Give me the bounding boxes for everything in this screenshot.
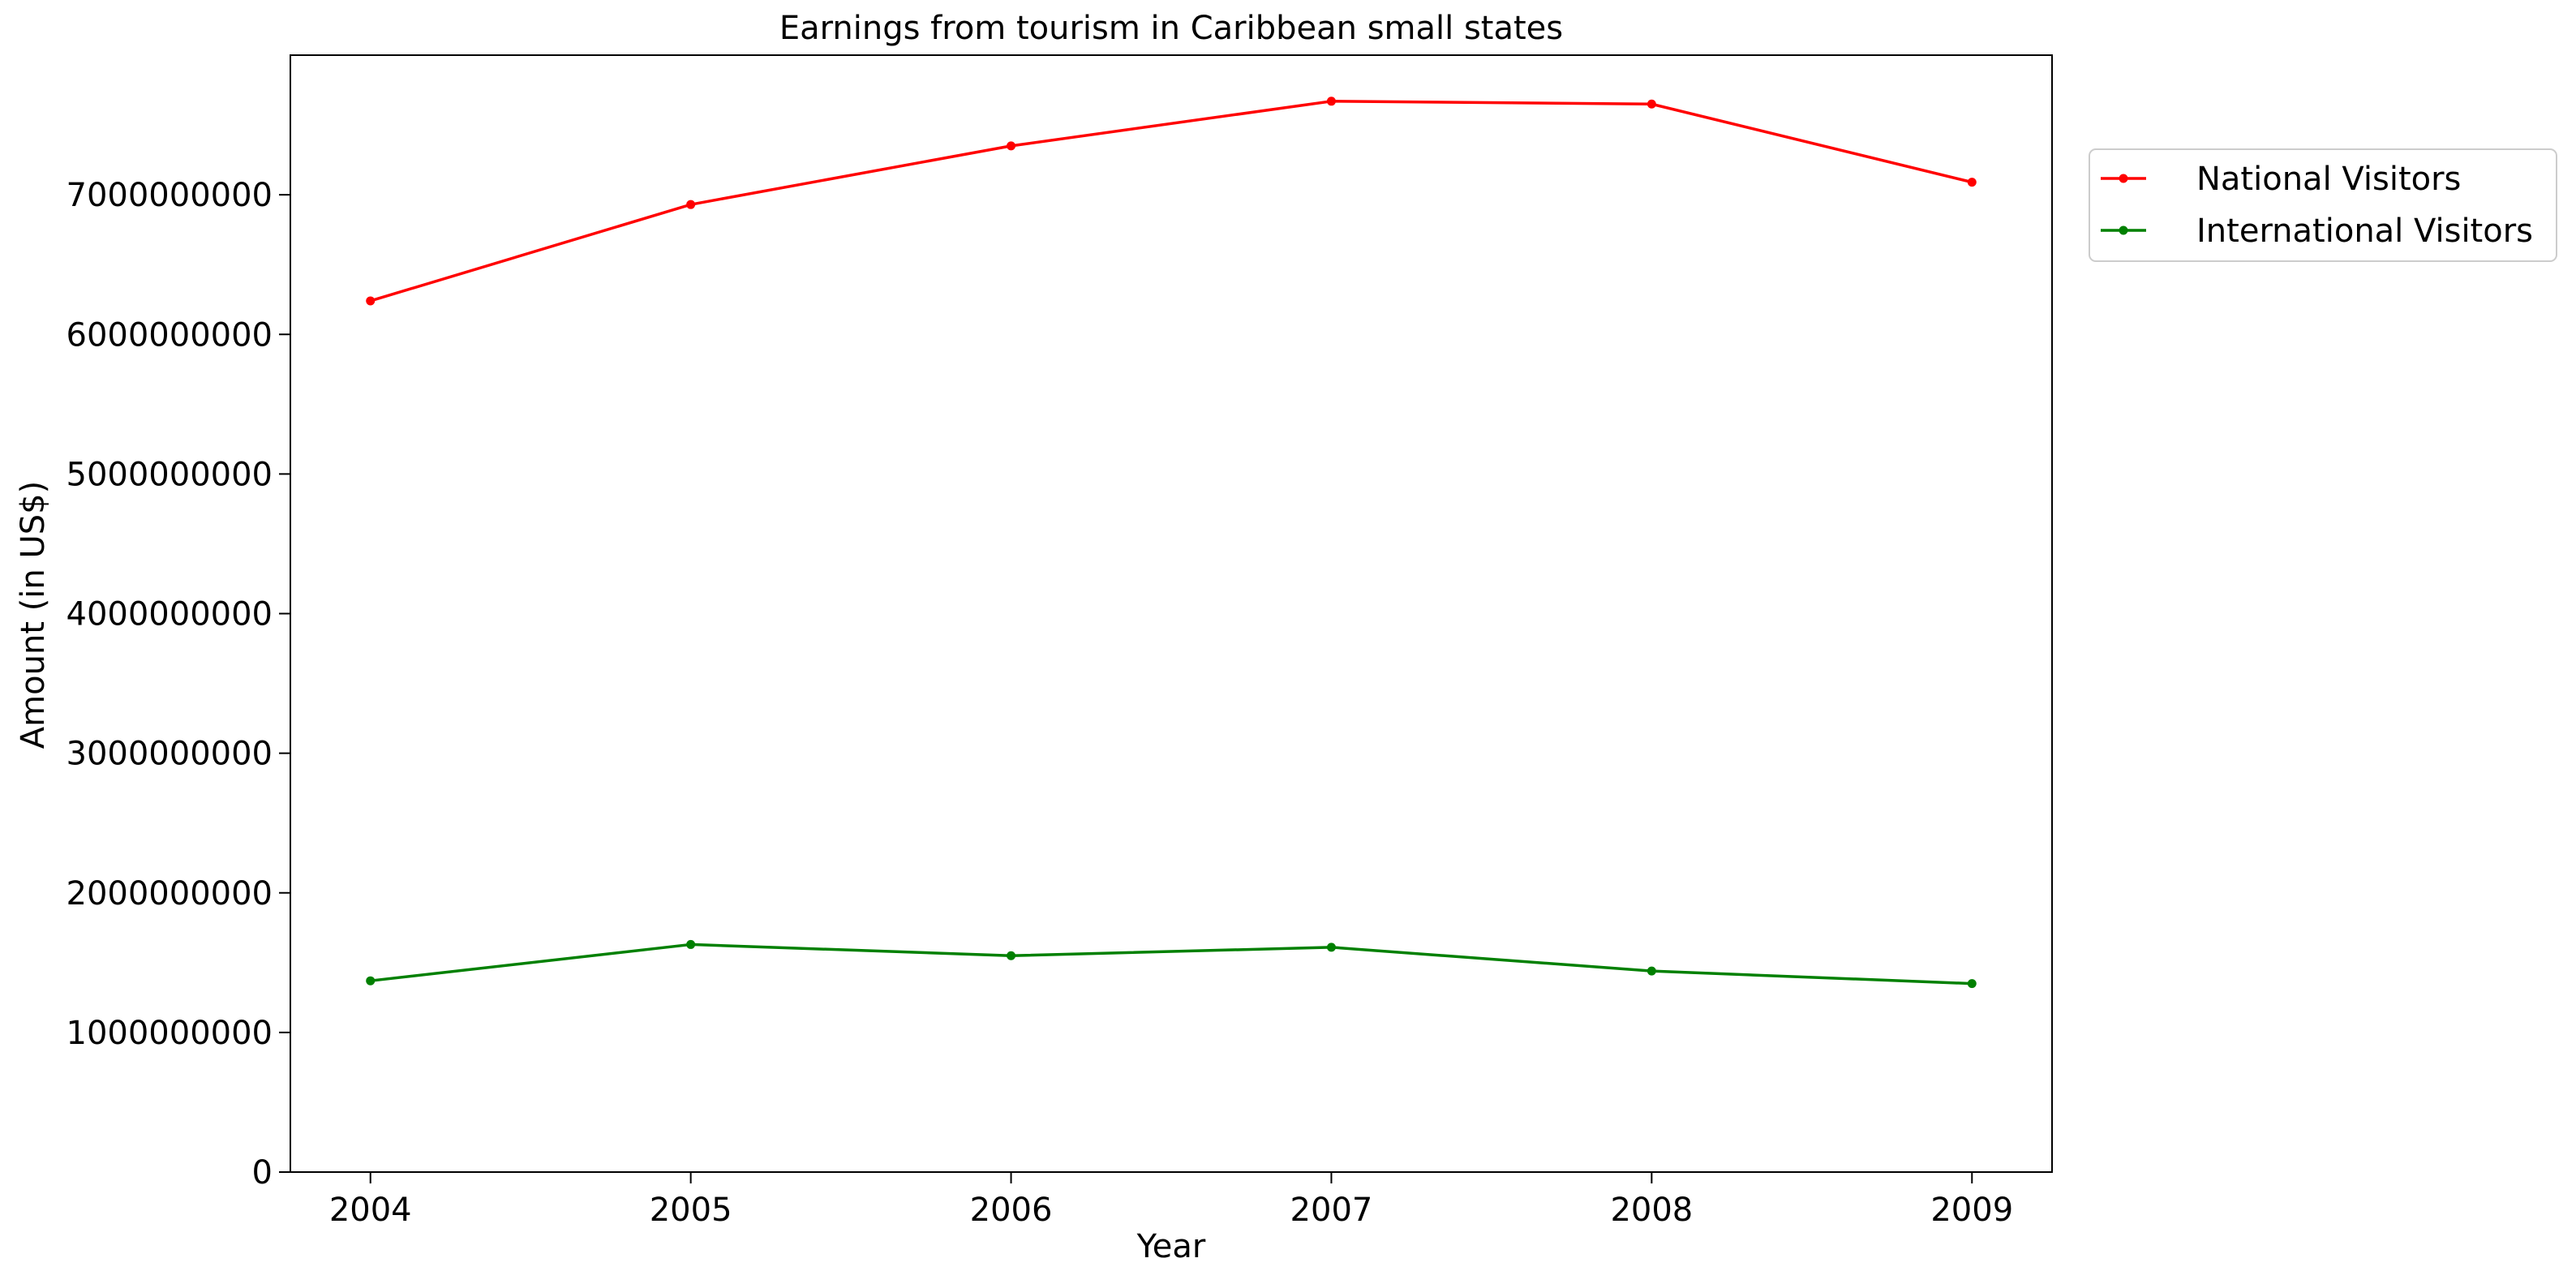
series-line-international-visitors: [370, 943, 1973, 986]
data-point-international-visitors: [1967, 979, 1977, 989]
data-point-national-visitors: [366, 296, 376, 306]
legend-marker-national-visitors: [2119, 174, 2128, 183]
y-axis-label: Amount (in US$): [15, 481, 52, 749]
data-point-national-visitors: [1326, 97, 1336, 106]
x-tick-label: 2004: [329, 1192, 412, 1229]
y-tick-label: 4000000000: [67, 596, 273, 633]
y-tick-label: 5000000000: [67, 456, 273, 493]
x-tick-label: 2006: [970, 1192, 1053, 1229]
legend-marker-international-visitors: [2119, 225, 2128, 235]
data-point-national-visitors: [1646, 99, 1656, 109]
data-point-national-visitors: [686, 200, 696, 209]
data-point-international-visitors: [686, 939, 696, 949]
series-line-national-visitors: [370, 100, 1973, 303]
data-point-international-visitors: [1007, 951, 1016, 960]
y-tick-label: 3000000000: [67, 736, 273, 773]
x-tick-label: 2009: [1930, 1192, 2013, 1229]
y-tick-label: 0: [252, 1154, 273, 1192]
y-tick-label: 7000000000: [67, 177, 273, 214]
data-point-national-visitors: [1967, 178, 1977, 187]
x-tick-label: 2008: [1610, 1192, 1693, 1229]
data-point-international-visitors: [366, 976, 376, 986]
legend-box: [2089, 148, 2557, 262]
plot-area: [366, 97, 1977, 989]
chart-title: Earnings from tourism in Caribbean small…: [779, 10, 1563, 47]
x-axis-label: Year: [1136, 1228, 1206, 1265]
legend-label-international-visitors: International Visitors: [2196, 213, 2533, 250]
legend-label-national-visitors: National Visitors: [2196, 161, 2461, 198]
x-tick-label: 2007: [1290, 1192, 1373, 1229]
legend: National Visitors International Visitors: [2089, 148, 2557, 262]
y-tick-label: 1000000000: [67, 1015, 273, 1052]
y-tick-label: 2000000000: [67, 875, 273, 913]
x-tick-label: 2005: [650, 1192, 732, 1229]
data-point-national-visitors: [1007, 141, 1016, 151]
data-point-international-visitors: [1646, 966, 1656, 976]
data-point-international-visitors: [1326, 943, 1336, 952]
y-tick-label: 6000000000: [67, 316, 273, 354]
